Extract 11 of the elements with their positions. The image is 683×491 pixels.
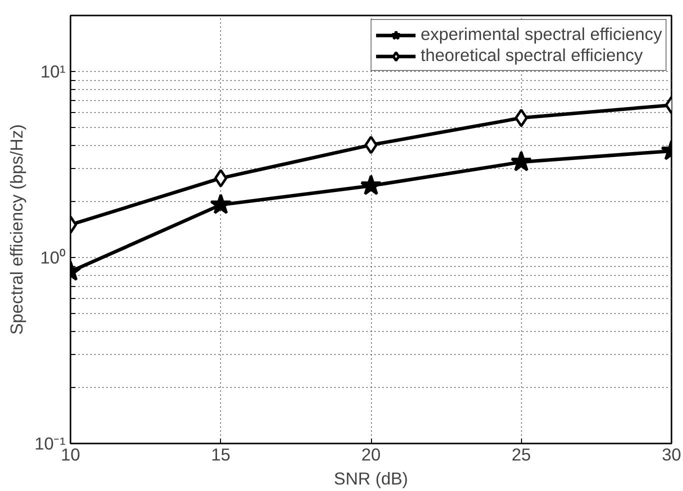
y-axis-title: Spectral efficiency (bps/Hz)	[6, 124, 26, 335]
legend-label: experimental spectral efficiency	[420, 24, 662, 45]
x-tick-label: 25	[512, 444, 531, 464]
x-tick-label: 10	[60, 444, 80, 464]
x-axis-title: SNR (dB)	[334, 468, 408, 488]
x-tick-label: 30	[662, 444, 682, 464]
legend-label: theoretical spectral efficiency	[420, 45, 643, 66]
x-tick-label: 15	[211, 444, 230, 464]
x-tick-label: 20	[361, 444, 381, 464]
y-tick-label: 10¹	[40, 61, 66, 82]
y-tick-label: 10⁰	[40, 247, 66, 268]
